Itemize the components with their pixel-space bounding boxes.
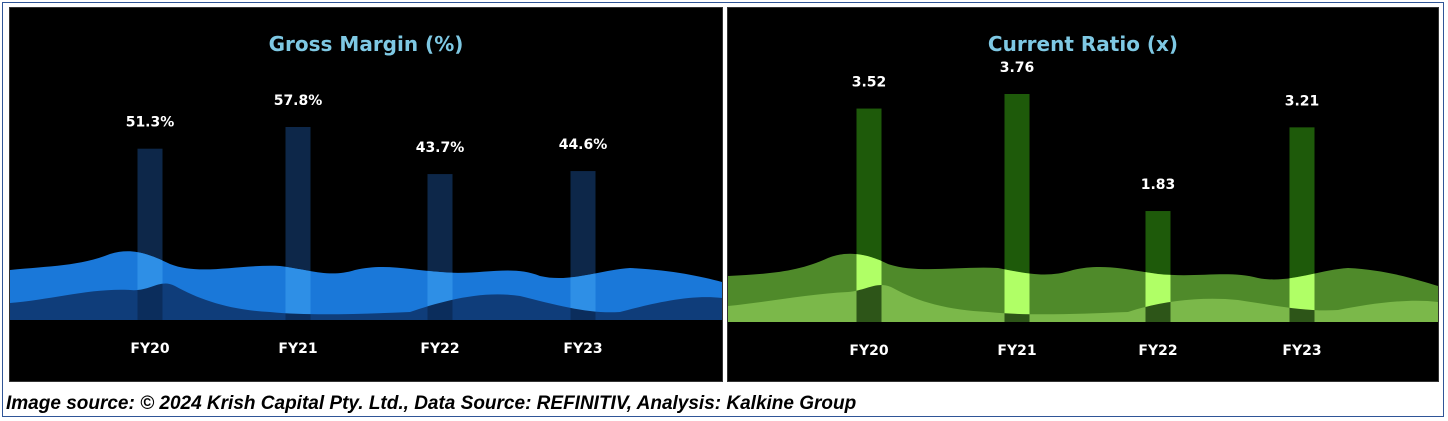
current-ratio-value-label: 3.76	[1000, 60, 1035, 76]
gross-margin-chart-svg: Gross Margin (%) 51.3% 57.8% 43.7% 44.6% FY20…	[10, 32, 722, 357]
image-source-caption: Image source: © 2024 Krish Capital Pty. …	[6, 393, 857, 414]
gross-margin-value-label: 43.7%	[416, 140, 465, 156]
gross-margin-category-label: FY22	[420, 341, 459, 357]
current-ratio-category-label: FY23	[1282, 343, 1321, 359]
gross-margin-title: Gross Margin (%)	[269, 32, 464, 56]
current-ratio-value-label: 3.21	[1285, 93, 1320, 109]
gross-margin-wave-front	[10, 283, 722, 320]
gross-margin-bar-overlap-fy20	[137, 283, 163, 320]
current-ratio-category-label: FY21	[997, 343, 1036, 359]
gross-margin-chart: Gross Margin (%) 51.3% 57.8% 43.7% 44.6% FY20…	[10, 8, 722, 381]
current-ratio-chart: Current Ratio (x) 3.52 3.76 1.83 3.21 FY20 FY2…	[728, 8, 1438, 381]
current-ratio-bar-overlap-fy20	[856, 284, 882, 322]
current-ratio-value-label: 1.83	[1141, 177, 1176, 193]
gross-margin-category-label: FY23	[563, 341, 602, 357]
current-ratio-value-label: 3.52	[852, 75, 887, 91]
gross-margin-value-label: 51.3%	[126, 115, 175, 131]
gross-margin-category-label: FY20	[130, 341, 169, 357]
gross-margin-value-label: 44.6%	[559, 137, 608, 153]
gross-margin-category-label: FY21	[278, 341, 317, 357]
current-ratio-title: Current Ratio (x)	[988, 32, 1178, 56]
current-ratio-wave-front	[728, 284, 1438, 322]
current-ratio-chart-svg: Current Ratio (x) 3.52 3.76 1.83 3.21 FY20 FY2…	[728, 32, 1438, 359]
gross-margin-value-label: 57.8%	[274, 93, 323, 109]
current-ratio-category-label: FY22	[1138, 343, 1177, 359]
current-ratio-category-label: FY20	[849, 343, 888, 359]
